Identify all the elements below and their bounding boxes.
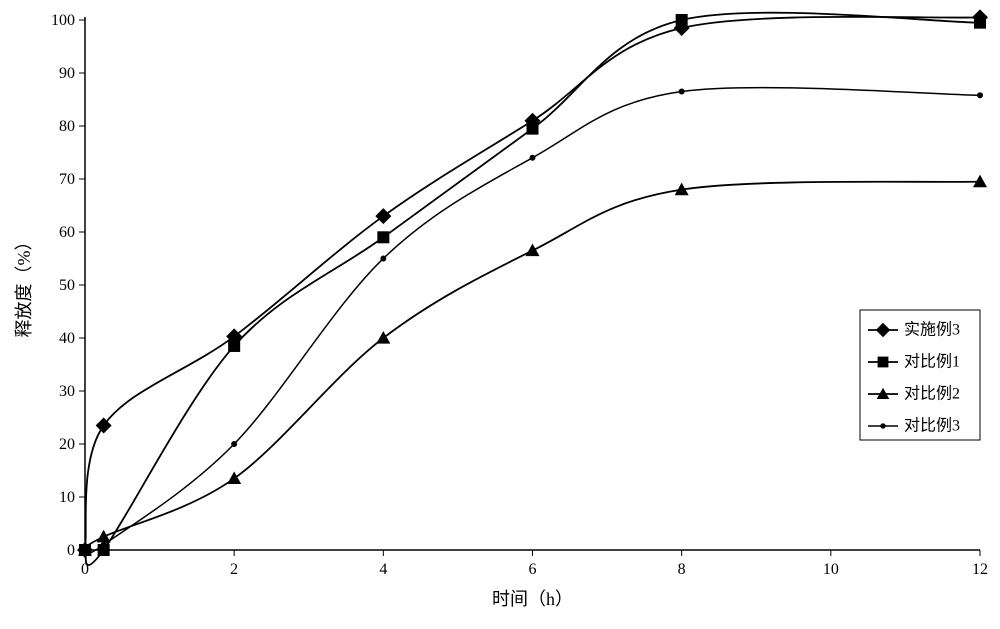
legend-label: 对比例3 <box>904 417 960 435</box>
series-1 <box>79 13 986 565</box>
chart-container: 0 10 20 30 40 50 60 70 80 90 100 0 2 4 6 8 10 12 时间（h） 释放度（… <box>0 0 1000 629</box>
legend: 实施例3 对比例1 对比例2 对比例3 <box>860 310 980 440</box>
y-axis-title: 释放度（%） <box>14 233 34 338</box>
y-tick-label: 100 <box>51 12 75 29</box>
legend-label: 实施例3 <box>904 321 960 339</box>
x-tick-label: 6 <box>529 561 537 578</box>
y-tick-label: 60 <box>59 224 75 241</box>
x-axis-title: 时间（h） <box>492 589 573 609</box>
y-tick-label: 80 <box>59 118 75 135</box>
y-tick-label: 70 <box>59 171 75 188</box>
y-tick-label: 90 <box>59 65 75 82</box>
x-tick-label: 12 <box>972 561 988 578</box>
series-0 <box>77 9 988 558</box>
y-tick-label: 10 <box>59 489 75 506</box>
legend-label: 对比例1 <box>904 353 960 371</box>
x-tick-label: 10 <box>823 561 839 578</box>
x-tick-label: 8 <box>678 561 686 578</box>
x-tick-label: 0 <box>81 561 89 578</box>
x-tick-label: 2 <box>230 561 238 578</box>
y-tick-label: 20 <box>59 436 75 453</box>
series-2 <box>78 175 987 556</box>
release-chart: 0 10 20 30 40 50 60 70 80 90 100 0 2 4 6 8 10 12 时间（h） 释放度（… <box>0 0 1000 629</box>
x-tick-label: 4 <box>379 561 387 578</box>
series-3 <box>82 88 983 554</box>
y-tick-label: 30 <box>59 383 75 400</box>
y-tick-label: 40 <box>59 330 75 347</box>
y-tick-label: 50 <box>59 277 75 294</box>
y-tick-label: 0 <box>67 542 75 559</box>
legend-label: 对比例2 <box>904 385 960 403</box>
